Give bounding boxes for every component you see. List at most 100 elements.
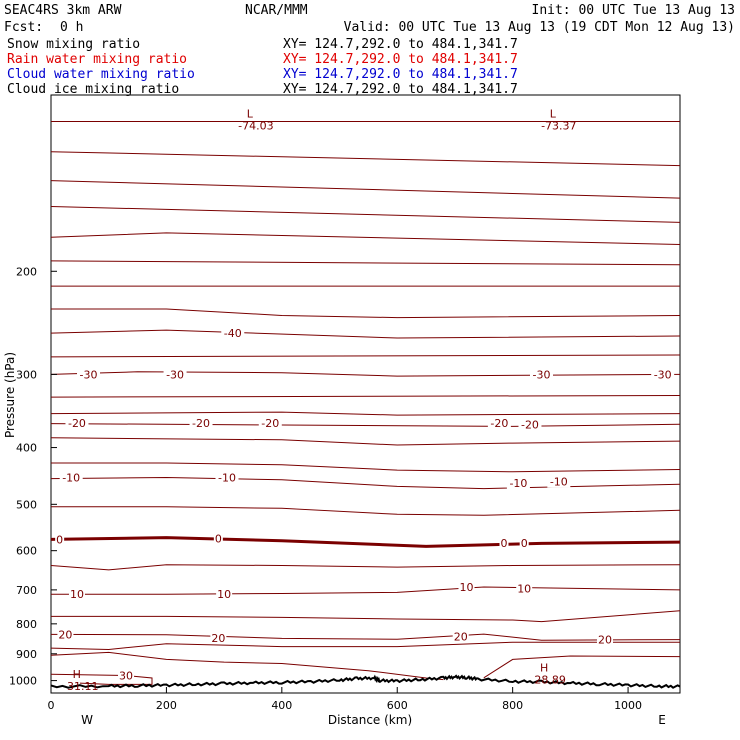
contour-label-bg <box>55 533 65 546</box>
extremum-kind: L <box>550 108 557 121</box>
extremum-kind: L <box>247 108 254 121</box>
contour-label-bg <box>596 633 613 646</box>
header: SEAC4RS 3km ARW NCAR/MMM Init: 00 UTC Tu… <box>4 3 735 97</box>
center-title: NCAR/MMM <box>245 3 308 18</box>
field-name: Cloud water mixing ratio <box>7 67 195 82</box>
field-xy: XY= 124.7,292.0 to 484.1,341.7 <box>283 67 518 82</box>
fcst-value: 0 h <box>60 20 83 35</box>
contour-line <box>50 354 681 358</box>
terrain-line <box>50 674 681 689</box>
y-tick-label: 600 <box>16 545 37 558</box>
contour-line <box>50 423 681 427</box>
x-tick-label: 600 <box>387 699 408 712</box>
extremum-kind: H <box>540 661 548 674</box>
contour-label: 0 <box>56 533 63 546</box>
extremum-value: 31.11 <box>67 680 99 693</box>
valid-time: Valid: 00 UTC Tue 13 Aug 13 (19 CDT Mon … <box>344 20 735 35</box>
contour-line <box>50 395 681 398</box>
contour-label-bg <box>210 631 227 644</box>
contour-line <box>483 655 681 679</box>
extremum-value: 28.89 <box>534 673 566 686</box>
contour-label-bg <box>452 630 469 643</box>
x-tick-label: 1000 <box>614 699 642 712</box>
contour-line <box>50 651 444 681</box>
fcst-label: Fcst: <box>4 20 43 35</box>
field-xy: XY= 124.7,292.0 to 484.1,341.7 <box>283 37 518 52</box>
model-title: SEAC4RS 3km ARW <box>4 3 122 18</box>
terrain-profile <box>50 674 681 689</box>
contour-label: -20 <box>521 418 539 431</box>
y-tick-label: 900 <box>16 648 37 661</box>
contour-line <box>50 151 681 167</box>
contour-label-bg <box>68 588 85 601</box>
contour-label: 10 <box>70 588 84 601</box>
contour-label-bg <box>163 368 187 381</box>
contour-label: -20 <box>192 417 210 430</box>
field-xy: XY= 124.7,292.0 to 484.1,341.7 <box>283 82 518 97</box>
contour-line <box>50 411 681 416</box>
field-name: Snow mixing ratio <box>7 37 140 52</box>
x-tick-label: 400 <box>271 699 292 712</box>
contour-label-bg <box>65 416 89 429</box>
contour-label: -20 <box>68 417 86 430</box>
field-name: Rain water mixing ratio <box>7 52 187 67</box>
y-tick-label: 700 <box>16 584 37 597</box>
x-tick-label: 200 <box>156 699 177 712</box>
contour-line <box>51 506 681 516</box>
extremum-kind: H <box>73 668 81 681</box>
contour-label-bg <box>519 536 529 549</box>
contour-label-bg <box>258 416 282 429</box>
x-tick-label: 800 <box>502 699 523 712</box>
extremum-value: -73.37 <box>541 120 576 133</box>
contour-label-bg <box>547 475 571 488</box>
contour-label-bg <box>516 582 533 595</box>
contour-label-bg <box>499 536 509 549</box>
contour-line <box>50 476 681 490</box>
extremum-value: -74.03 <box>238 120 273 133</box>
contour-label: -30 <box>80 368 98 381</box>
contour-label: 20 <box>598 634 612 647</box>
contour-line <box>51 462 681 473</box>
contour-label: 20 <box>454 630 468 643</box>
contour-label: 10 <box>517 582 531 595</box>
contour-label: 20 <box>211 632 225 645</box>
contour-line <box>50 564 681 571</box>
contour-label-bg <box>213 532 223 545</box>
y-tick-label: 1000 <box>9 675 37 688</box>
contour-label-bg <box>506 477 530 490</box>
contour-label-bg <box>487 416 511 429</box>
contour-label: 30 <box>119 669 133 682</box>
contour-label: 0 <box>215 533 222 546</box>
contour-line <box>50 260 681 266</box>
field-xy: XY= 124.7,292.0 to 484.1,341.7 <box>283 52 518 67</box>
contour-label: -20 <box>261 417 279 430</box>
y-tick-label: 500 <box>16 498 37 511</box>
contour-label: -20 <box>490 417 508 430</box>
contour-line <box>50 180 681 199</box>
y-axis-title: Pressure (hPa) <box>3 352 17 438</box>
contour-label-bg <box>458 580 475 593</box>
contour-label-bg <box>189 416 213 429</box>
y-tick-label: 300 <box>16 368 37 381</box>
contour-line <box>50 371 681 377</box>
east-label: E <box>658 713 666 727</box>
contour-line <box>50 437 681 446</box>
contour-label-bg <box>59 471 83 484</box>
contour-label-bg <box>77 368 101 381</box>
y-axis: 200 300 400 500 600 700 800 900 1000 <box>9 265 57 688</box>
field-name: Cloud ice mixing ratio <box>7 82 179 97</box>
x-axis: 0 200 400 600 800 1000 <box>48 687 642 712</box>
contour-label-bg <box>518 418 542 431</box>
plot-frame <box>50 94 681 694</box>
contour-line <box>50 673 153 685</box>
contour-label-bg <box>215 471 239 484</box>
contour-line <box>50 633 681 641</box>
contour-line <box>50 641 680 651</box>
contour-label-bg <box>57 628 74 641</box>
contour-lines <box>50 121 681 685</box>
west-label: W <box>81 713 93 727</box>
contour-line <box>51 586 681 595</box>
contour-label: -10 <box>218 472 236 485</box>
